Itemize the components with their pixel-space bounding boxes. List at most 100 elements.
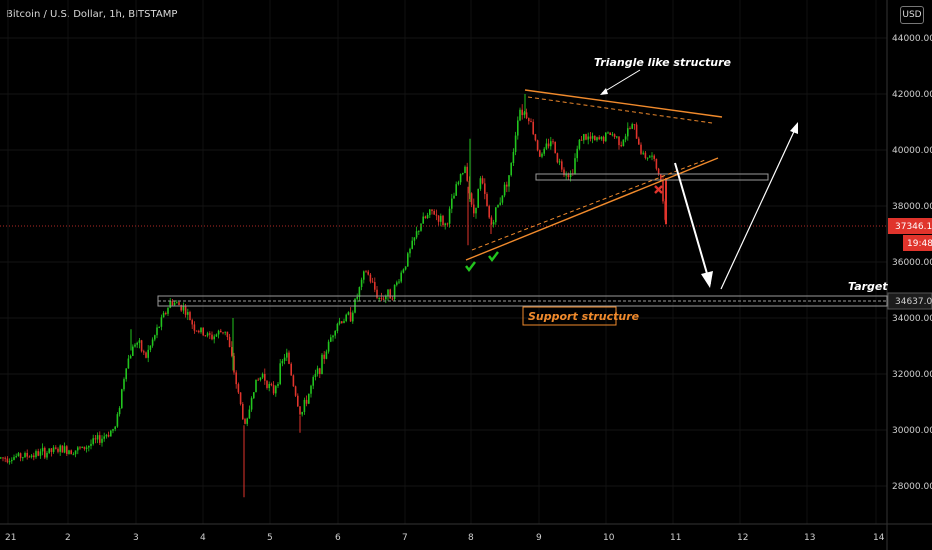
candle [94, 434, 97, 444]
candle [228, 334, 231, 348]
candle [189, 310, 191, 321]
candle [149, 345, 152, 353]
candle [156, 324, 158, 339]
candle [631, 122, 633, 130]
support-annotation: Support structure [528, 310, 640, 323]
x-tick-label: 7 [402, 533, 408, 543]
candle [609, 132, 611, 136]
triangle-lower-line [465, 157, 719, 261]
candle [435, 209, 438, 221]
candle [517, 116, 519, 140]
candle [2, 457, 4, 462]
candle [178, 301, 180, 306]
candle [556, 152, 559, 164]
x-tick-label: 12 [737, 533, 748, 543]
candle [486, 192, 488, 207]
candle [127, 354, 130, 369]
y-tick-label: 40000.00 [892, 146, 932, 156]
candle [237, 382, 240, 395]
triangle-pointer-head [600, 88, 608, 95]
candle [349, 307, 352, 322]
candle [624, 133, 627, 143]
candle [310, 384, 312, 398]
candle [39, 448, 42, 459]
x-tick-label: 5 [267, 533, 273, 543]
candle [341, 320, 343, 324]
candle [633, 124, 636, 130]
candle [59, 444, 61, 456]
candle [182, 302, 185, 314]
candle [202, 327, 204, 337]
candle [35, 449, 37, 459]
y-tick-label: 38000.00 [892, 202, 932, 212]
candle [407, 251, 409, 267]
candle [253, 392, 255, 400]
candle [499, 197, 501, 206]
candle [231, 341, 233, 358]
candle [459, 173, 462, 185]
candle [635, 122, 638, 139]
candle [4, 456, 6, 463]
candle [653, 154, 655, 162]
candle [477, 188, 479, 208]
candle [70, 449, 72, 455]
candle [541, 152, 543, 159]
candle [437, 215, 440, 226]
candle [235, 370, 237, 389]
candle [275, 384, 277, 397]
candle [404, 266, 407, 271]
candle [343, 318, 345, 324]
candle [369, 272, 372, 284]
candle [6, 456, 9, 464]
time-axis: 21 2 3 4 5 6 7 8 9 10 11 12 13 14 [5, 533, 885, 543]
candle [158, 326, 160, 329]
candle [382, 296, 385, 301]
candle [132, 344, 134, 357]
candle [79, 445, 81, 450]
candle [371, 277, 374, 283]
candle [305, 395, 308, 407]
candle [521, 104, 523, 120]
candle [270, 382, 273, 387]
candle [413, 237, 416, 246]
candle [627, 122, 629, 141]
candle [576, 145, 578, 162]
candle [591, 132, 594, 144]
candle [233, 352, 235, 375]
candle [585, 133, 587, 141]
candle [242, 402, 244, 420]
candle [655, 158, 658, 171]
support-zone [157, 295, 888, 307]
candle [261, 372, 264, 380]
candle [316, 365, 319, 377]
candle [600, 136, 603, 141]
candle [63, 442, 66, 454]
candle [114, 425, 116, 432]
candle [312, 375, 314, 390]
candle [418, 230, 420, 235]
candle [147, 345, 149, 363]
candle [519, 107, 521, 122]
candle [327, 339, 330, 354]
x-tick-label: 10 [603, 533, 615, 543]
candle [134, 343, 136, 348]
candle [565, 171, 567, 180]
candle [283, 353, 286, 365]
candle [301, 411, 303, 417]
candle [226, 331, 229, 341]
candle [525, 108, 528, 120]
candle [530, 118, 532, 123]
currency-button[interactable]: USD [900, 6, 924, 24]
up-arrow-head [790, 122, 798, 134]
candle [367, 269, 369, 276]
candle [547, 138, 550, 149]
candle [248, 405, 251, 419]
candle [222, 332, 224, 335]
candle [281, 358, 284, 367]
candle [255, 379, 257, 393]
candle [578, 138, 581, 151]
range-box [535, 173, 769, 181]
candle [484, 178, 486, 200]
candle [598, 135, 600, 141]
